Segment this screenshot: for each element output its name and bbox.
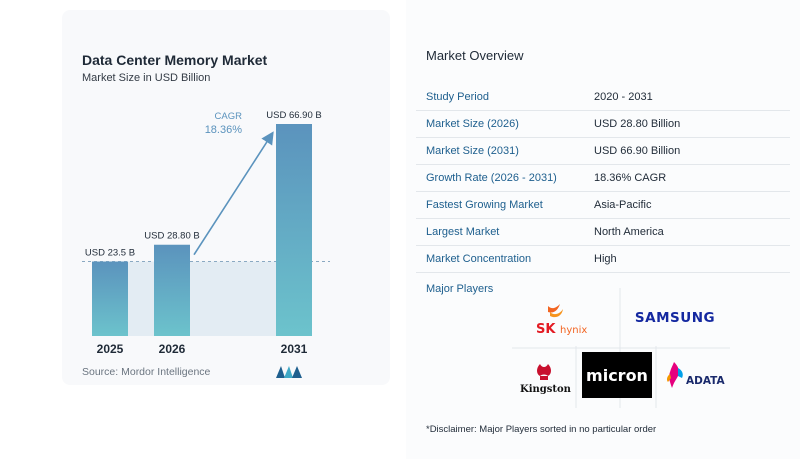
overview-value: 2020 - 2031 <box>594 91 653 103</box>
x-tick-2025: 2025 <box>97 342 124 356</box>
overview-label: Largest Market <box>426 226 500 238</box>
overview-value: High <box>594 253 617 265</box>
cagr-value: 18.36% <box>205 124 243 136</box>
bar-2026 <box>154 244 190 336</box>
overview-label: Market Size (2031) <box>426 145 519 157</box>
disclaimer-text: *Disclaimer: Major Players sorted in no … <box>426 424 657 435</box>
overview-label: Market Size (2026) <box>426 118 519 130</box>
overview-title: Market Overview <box>426 48 524 63</box>
overview-row: Largest Market North America <box>416 219 790 246</box>
overview-value: 18.36% CAGR <box>594 172 667 184</box>
market-bar-chart: USD 23.5 B 2025 USD 28.80 B 2026 USD 66.90 B… <box>82 110 330 356</box>
overview-value: USD 28.80 Billion <box>594 118 681 130</box>
sk-hynix-name-text: hynix <box>560 325 587 336</box>
overview-row: Market Concentration High <box>416 246 790 273</box>
bar-2025 <box>92 261 128 336</box>
overview-table: Study Period 2020 - 2031 Market Size (202… <box>416 84 790 273</box>
samsung-logo: SAMSUNG <box>634 310 716 326</box>
overview-row: Growth Rate (2026 - 2031) 18.36% CAGR <box>416 165 790 192</box>
players-title: Major Players <box>426 283 494 295</box>
micron-logo: micron <box>582 352 652 398</box>
overview-row: Market Size (2031) USD 66.90 Billion <box>416 138 790 165</box>
overview-row: Study Period 2020 - 2031 <box>416 84 790 111</box>
overview-value: USD 66.90 Billion <box>594 145 681 157</box>
overview-label: Growth Rate (2026 - 2031) <box>426 172 557 184</box>
overview-row: Fastest Growing Market Asia-Pacific <box>416 192 790 219</box>
overview-label: Study Period <box>426 91 489 103</box>
data-label-2025: USD 23.5 B <box>85 248 135 259</box>
data-label-2026: USD 28.80 B <box>144 231 199 242</box>
source-text: Source: Mordor Intelligence <box>82 366 211 378</box>
overview-label: Market Concentration <box>426 253 532 265</box>
mordor-logo-icon <box>276 366 302 378</box>
adata-text: ADATA <box>686 375 726 387</box>
overview-value: Asia-Pacific <box>594 199 652 211</box>
cagr-arrow <box>193 131 274 256</box>
chart-title: Data Center Memory Market <box>82 52 268 68</box>
bar-2031 <box>276 124 312 336</box>
sk-hynix-sk-text: SK <box>536 322 556 337</box>
data-label-2031: USD 66.90 B <box>266 110 321 121</box>
overview-label: Fastest Growing Market <box>426 199 543 211</box>
x-tick-2031: 2031 <box>281 342 308 356</box>
sk-hynix-logo: SK hynix <box>530 300 604 340</box>
kingston-text: Kingston <box>520 384 572 395</box>
cagr-label: CAGR <box>215 111 243 122</box>
x-tick-2026: 2026 <box>159 342 186 356</box>
overview-value: North America <box>594 226 664 238</box>
chart-subtitle: Market Size in USD Billion <box>82 72 211 84</box>
overview-row: Market Size (2026) USD 28.80 Billion <box>416 111 790 138</box>
kingston-logo: Kingston <box>518 362 574 396</box>
adata-logo: ADATA <box>664 360 730 394</box>
